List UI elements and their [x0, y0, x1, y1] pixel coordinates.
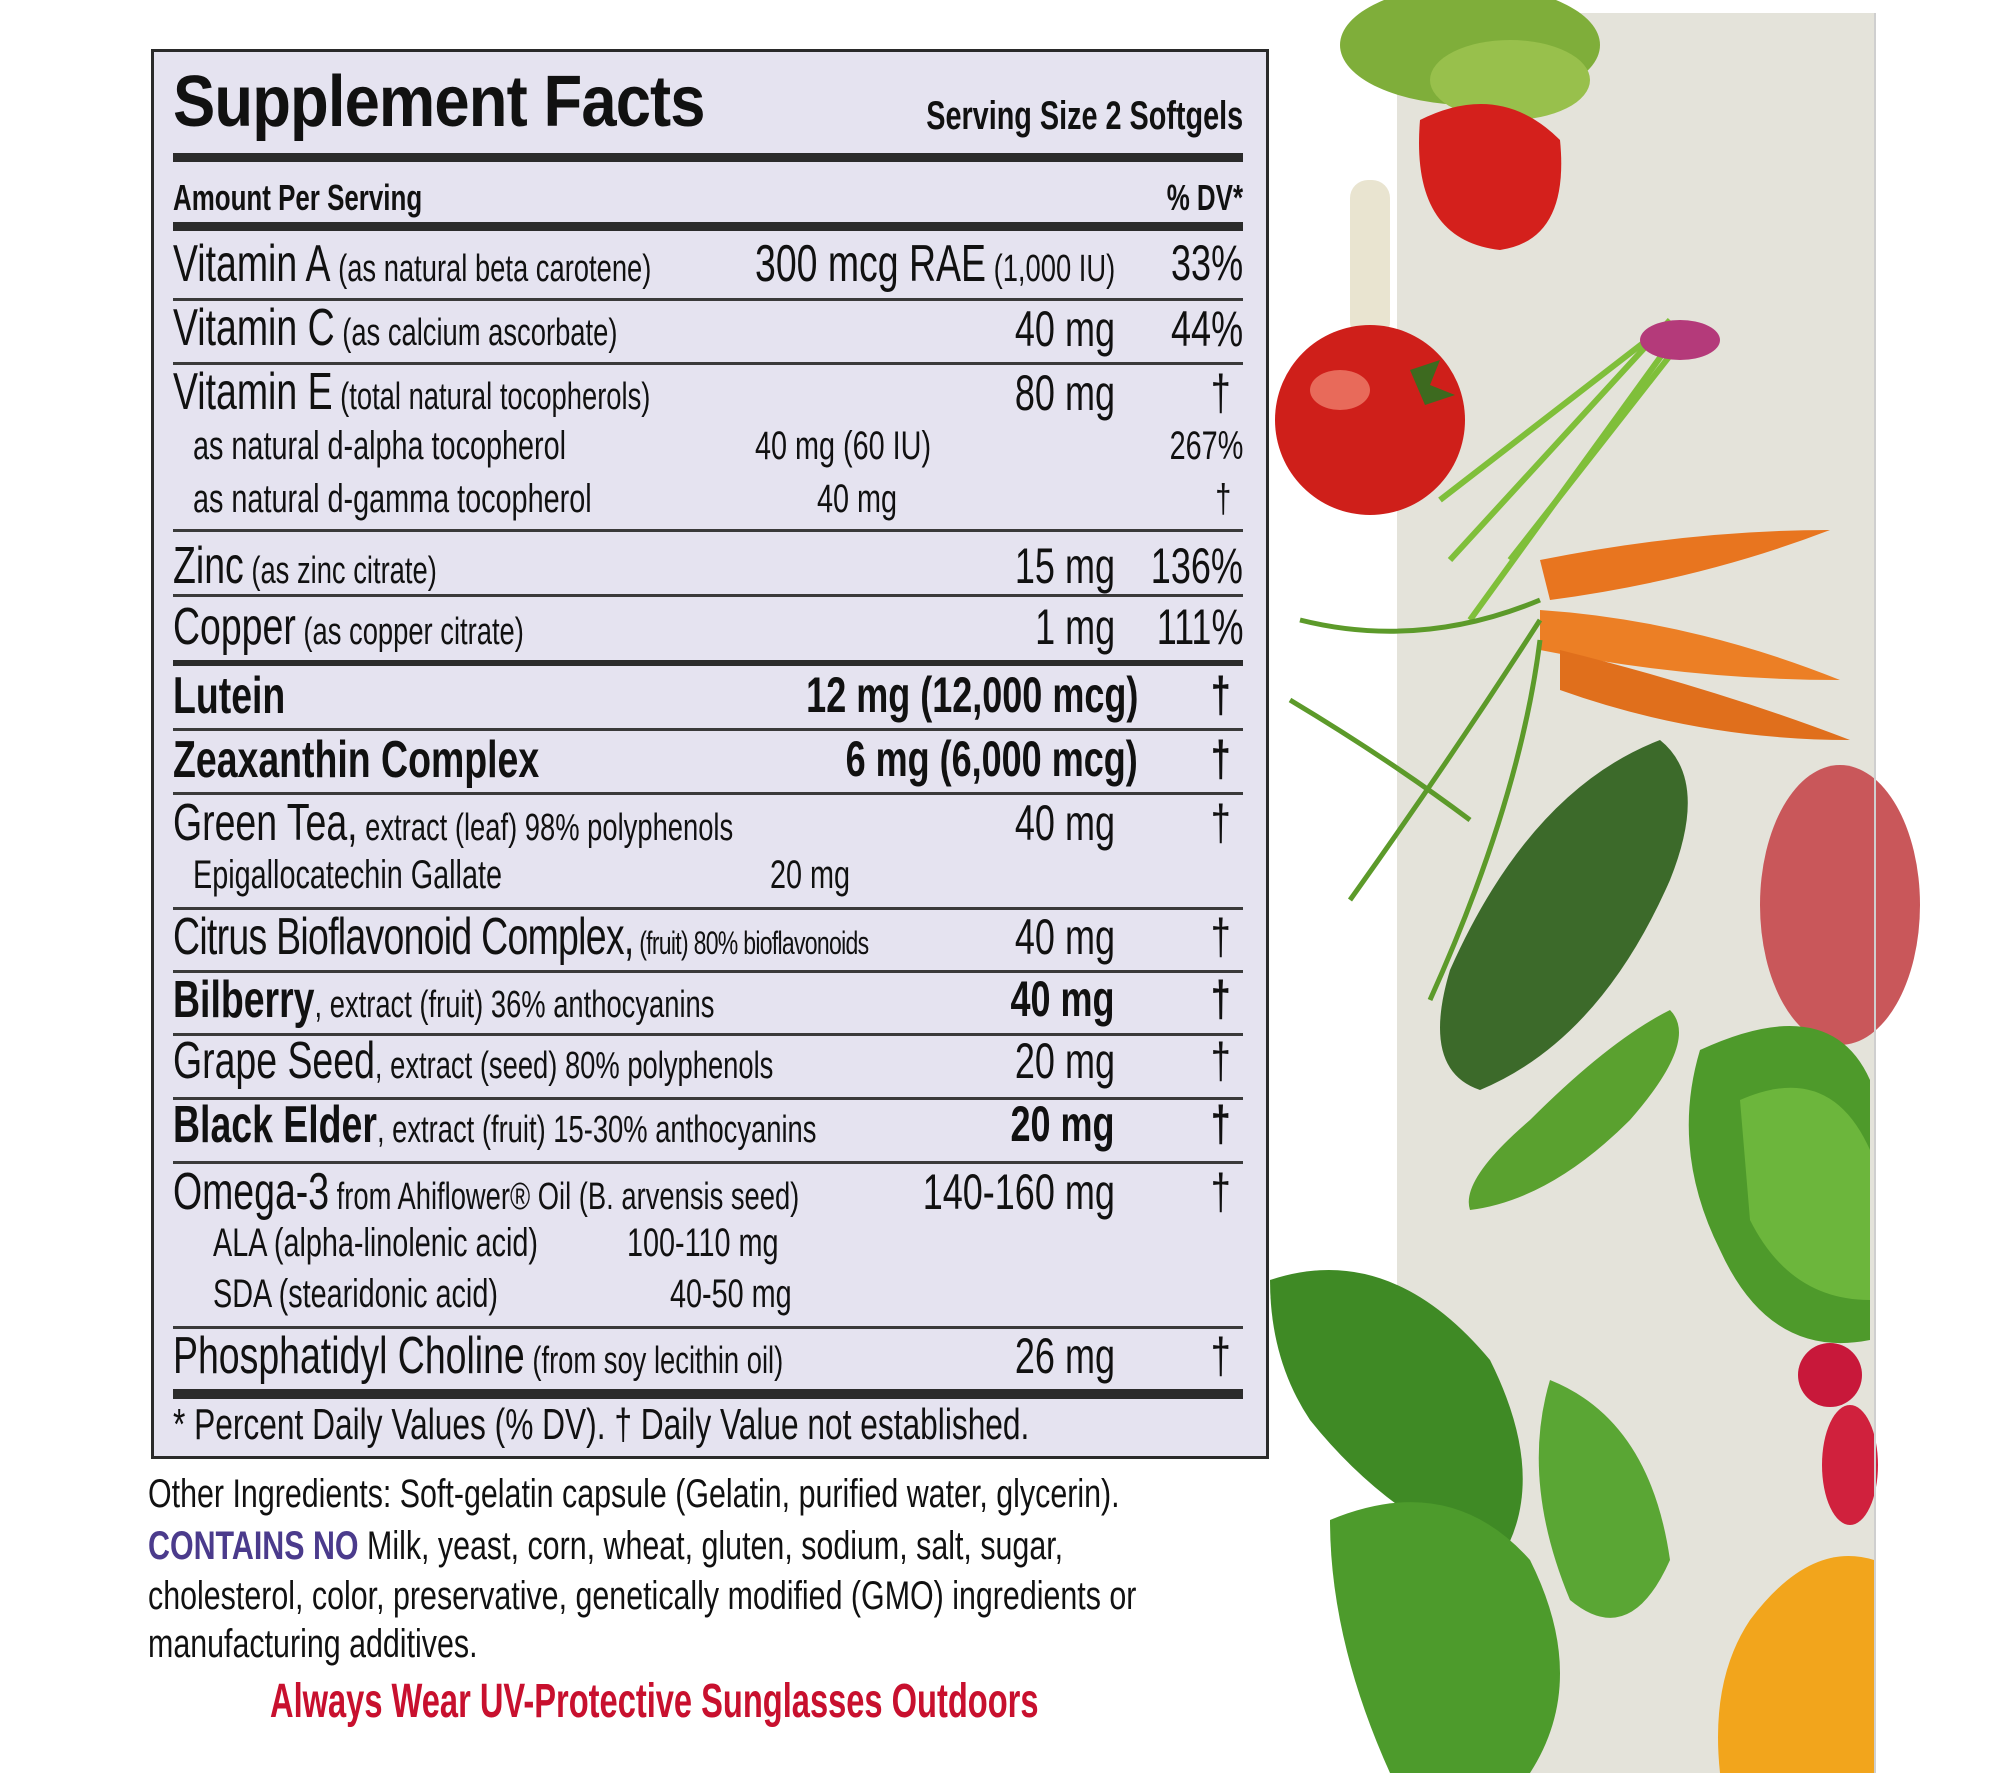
nutrient-name-vitamin-c: Vitamin C (as calcium ascorbate)	[173, 299, 618, 357]
contains-no-line: CONTAINS NO Milk, yeast, corn, wheat, gl…	[148, 1524, 1064, 1568]
dv-vitamin-c: 44%	[1170, 301, 1243, 357]
nutrient-name-green-tea: Green Tea, extract (leaf) 98% polyphenol…	[173, 794, 734, 852]
nutrient-name-vitamin-e: Vitamin E (total natural tocopherols)	[173, 363, 651, 421]
sub-nutrient-amount: 40-50 mg	[670, 1272, 792, 1316]
nutrient-name-zinc: Zinc (as zinc citrate)	[173, 537, 437, 595]
potato-icon	[1760, 765, 1920, 1045]
lettuce-icon	[1688, 1026, 1870, 1344]
dv-vitamin-e: †	[1210, 365, 1231, 421]
onion-stalk-icon	[1350, 180, 1390, 340]
broccoli-icon	[1340, 0, 1600, 120]
amount-phosphatidyl-choline: 26 mg	[1014, 1328, 1115, 1384]
yellow-pepper-icon	[1718, 1556, 1874, 1773]
sub-nutrient-amount: 40 mg	[817, 477, 898, 521]
sub-nutrient-name: SDA (stearidonic acid)	[213, 1272, 498, 1316]
dv-zeaxanthin: †	[1210, 731, 1231, 787]
contains-no-line: manufacturing additives.	[148, 1622, 478, 1666]
supplement-facts-panel: Supplement Facts Serving Size 2 Softgels…	[151, 49, 1269, 1459]
divider-thick	[173, 1389, 1243, 1399]
carrots-icon	[1540, 530, 1850, 740]
divider-thick	[173, 660, 1243, 666]
dv-phosphatidyl-choline: †	[1210, 1328, 1231, 1384]
panel-title: Supplement Facts	[173, 62, 706, 142]
nutrient-name-black-elder: Black Elder, extract (fruit) 15-30% anth…	[173, 1096, 817, 1154]
sub-nutrient-dv: †	[1214, 477, 1231, 521]
divider	[173, 1033, 1243, 1036]
green-onion-icon	[1438, 317, 1693, 622]
sunglasses-warning: Always Wear UV-Protective Sunglasses Out…	[270, 1675, 1039, 1728]
divider-thick	[173, 153, 1243, 162]
divider	[173, 792, 1243, 795]
sub-nutrient-name: as natural d-gamma tocopherol	[193, 477, 592, 521]
amount-vitamin-a: 300 mcg RAE (1,000 IU)	[755, 235, 1116, 293]
divider	[173, 1097, 1243, 1100]
divider	[173, 362, 1243, 365]
divider	[173, 907, 1243, 910]
dv-black-elder: †	[1210, 1096, 1231, 1152]
dv-bilberry: †	[1210, 971, 1231, 1027]
carrot-greens-icon	[1288, 597, 1543, 1002]
amount-grape-seed: 20 mg	[1014, 1033, 1115, 1089]
contains-no-label: CONTAINS NO	[148, 1524, 359, 1568]
amount-black-elder: 20 mg	[1010, 1096, 1115, 1152]
amount-per-serving-label: Amount Per Serving	[173, 177, 423, 218]
sub-nutrient-name: Epigallocatechin Gallate	[193, 853, 503, 897]
divider	[173, 1161, 1243, 1164]
radish-icon	[1798, 1343, 1878, 1525]
nutrient-name-copper: Copper (as copper citrate)	[173, 598, 524, 656]
amount-vitamin-e: 80 mg	[1014, 365, 1115, 421]
nutrient-name-grape-seed: Grape Seed, extract (seed) 80% polypheno…	[173, 1032, 774, 1090]
red-pepper-icon	[1419, 104, 1562, 250]
divider	[173, 529, 1243, 532]
dv-green-tea: †	[1210, 795, 1231, 851]
amount-green-tea: 40 mg	[1014, 795, 1115, 851]
vegetables-photo	[1270, 0, 1920, 1773]
nutrient-name-bilberry: Bilberry, extract (fruit) 36% anthocyani…	[173, 971, 715, 1029]
amount-vitamin-c: 40 mg	[1014, 301, 1115, 357]
divider	[173, 594, 1243, 597]
divider	[173, 728, 1243, 731]
amount-copper: 1 mg	[1034, 599, 1115, 655]
nutrient-name-vitamin-a: Vitamin A (as natural beta carotene)	[173, 235, 652, 293]
amount-zeaxanthin: 6 mg (6,000 mcg)	[845, 731, 1138, 787]
nutrient-name-citrus: Citrus Bioflavonoid Complex, (fruit) 80%…	[173, 908, 869, 966]
pea-pod-icon	[1468, 1010, 1679, 1210]
sub-nutrient-dv: 267%	[1169, 424, 1243, 468]
divider-thick	[173, 222, 1243, 231]
amount-zinc: 15 mg	[1014, 538, 1115, 594]
amount-omega3: 140-160 mg	[922, 1164, 1115, 1220]
dv-zinc: 136%	[1150, 538, 1243, 594]
other-ingredients: Other Ingredients: Soft-gelatin capsule …	[148, 1472, 1120, 1516]
serving-size: Serving Size 2 Softgels	[926, 94, 1243, 138]
dv-vitamin-a: 33%	[1170, 235, 1243, 291]
sub-nutrient-amount: 20 mg	[770, 853, 851, 897]
sub-nutrient-amount: 40 mg (60 IU)	[755, 424, 932, 468]
footnote: * Percent Daily Values (% DV). † Daily V…	[173, 1400, 1030, 1449]
leaves-icon	[1270, 1270, 1670, 1773]
dv-copper: 111%	[1156, 599, 1243, 655]
tomato-icon	[1275, 325, 1465, 515]
nutrient-name-phosphatidyl-choline: Phosphatidyl Choline (from soy lecithin …	[173, 1327, 784, 1385]
divider	[173, 970, 1243, 973]
nutrient-name-lutein: Lutein	[173, 667, 286, 725]
divider	[173, 298, 1243, 301]
nutrient-name-zeaxanthin: Zeaxanthin Complex	[173, 731, 540, 789]
dv-omega3: †	[1210, 1164, 1231, 1220]
sub-nutrient-name: as natural d-alpha tocopherol	[193, 424, 567, 468]
dv-grape-seed: †	[1210, 1033, 1231, 1089]
divider	[173, 1326, 1243, 1329]
amount-citrus: 40 mg	[1014, 909, 1115, 965]
sub-nutrient-name: ALA (alpha-linolenic acid)	[213, 1221, 538, 1265]
amount-bilberry: 40 mg	[1010, 971, 1115, 1027]
nutrient-name-omega3: Omega-3 from Ahiflower® Oil (B. arvensis…	[173, 1163, 800, 1221]
dv-header: % DV*	[1166, 177, 1243, 218]
contains-no-line: cholesterol, color, preservative, geneti…	[148, 1574, 1137, 1618]
dv-citrus: †	[1210, 909, 1231, 965]
cucumber-icon	[1440, 740, 1688, 1090]
dv-lutein: †	[1210, 667, 1231, 723]
sub-nutrient-amount: 100-110 mg	[627, 1221, 779, 1265]
amount-lutein: 12 mg (12,000 mcg)	[805, 667, 1138, 723]
